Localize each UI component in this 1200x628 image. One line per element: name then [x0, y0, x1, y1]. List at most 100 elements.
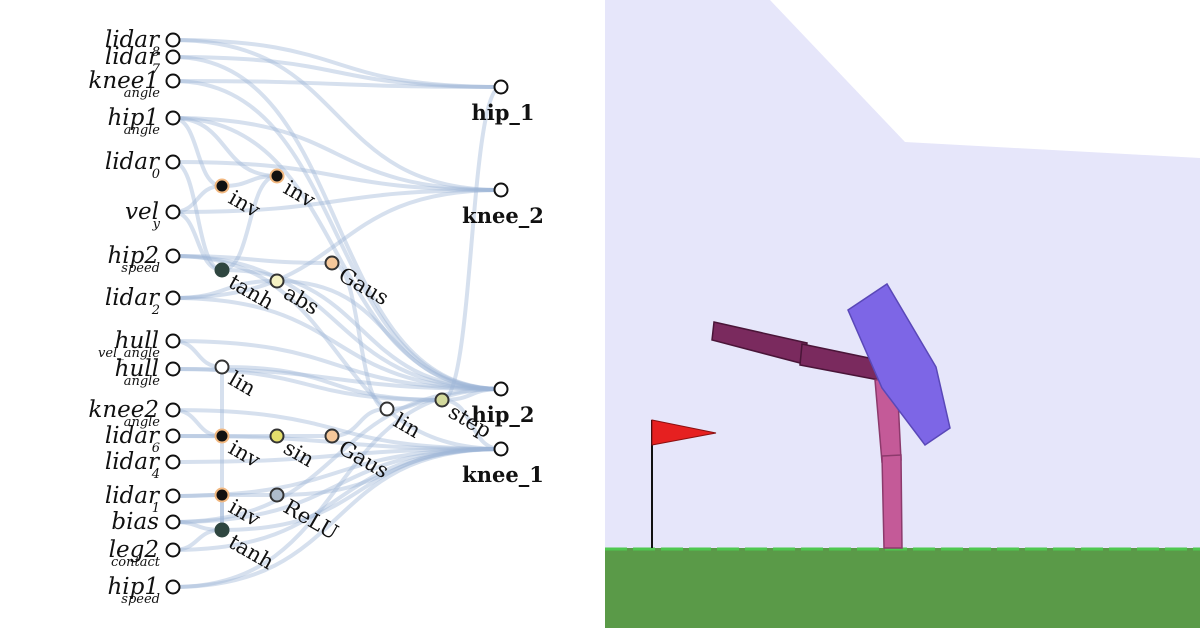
edge-hip2s-gaus1	[172, 254, 333, 265]
output-node-circle	[493, 381, 509, 397]
output-node-knee_1: knee_1	[462, 441, 544, 487]
input-node-label: lidar	[105, 44, 161, 70]
edge-gaus1-lin2	[331, 261, 388, 411]
input-node-subscript: y	[152, 217, 161, 232]
edge-lidar8-hip_1	[172, 38, 502, 89]
input-node-circle	[165, 49, 181, 65]
edge-step1-knee_1	[441, 398, 502, 451]
input-node-circle	[165, 542, 181, 558]
edge-hip1a-knee_2	[172, 116, 502, 192]
output-node-label: knee_2	[462, 203, 544, 228]
output-node-circle	[493, 79, 509, 95]
walker	[711, 282, 951, 549]
edge-knee1a-hip_2	[172, 79, 502, 391]
ground	[605, 548, 1200, 628]
output-node-circle	[493, 441, 509, 457]
input-node-subscript: 0	[152, 167, 160, 182]
input-node-circle	[165, 110, 181, 126]
edge-lidar0-knee_2	[172, 160, 502, 192]
output-node-label: knee_1	[462, 462, 544, 487]
edge-hip2s-hip_2	[172, 254, 502, 391]
input-node-subscript: speed	[121, 592, 160, 607]
input-node-circle	[165, 333, 181, 349]
hidden-node-circle	[434, 392, 450, 408]
input-node-label: hull	[115, 328, 159, 354]
edge-lin1-step1	[221, 365, 443, 402]
edge-lidar6-knee_1	[172, 434, 502, 451]
edge-step1-hip_2	[441, 387, 502, 402]
edge-hip1s-knee_1	[172, 447, 502, 589]
edge-lidar4-knee_1	[172, 447, 502, 464]
edge-lidar8-knee_2	[172, 38, 502, 192]
hidden-node-circle	[214, 262, 230, 278]
input-node-label: lidar	[105, 423, 161, 449]
input-node-label: knee2	[88, 397, 159, 423]
edge-knee2a-knee_1	[172, 408, 502, 451]
hidden-node-label: inv	[225, 495, 265, 532]
edge-tanh2-knee_1	[221, 447, 502, 532]
input-node-circle	[165, 402, 181, 418]
input-node-label: lidar	[105, 149, 161, 175]
input-node-subscript: 4	[151, 467, 160, 482]
input-node-label: hip1	[107, 105, 159, 131]
hidden-node-label: Gaus	[335, 436, 393, 484]
edge-inv2-tanh1	[221, 174, 278, 272]
input-node-subscript: 2	[151, 303, 160, 318]
input-node-circle	[165, 290, 181, 306]
input-node-subscript: vel_angle	[98, 346, 160, 361]
input-nodes: lidar8lidar7knee1anglehip1anglelidar0vel…	[88, 27, 181, 607]
edge-leg2c-knee_1	[172, 447, 502, 552]
edge-lidar2-abs1	[172, 279, 278, 300]
output-node-knee_2: knee_2	[462, 182, 544, 228]
edge-hip1a-inv2	[172, 116, 278, 178]
edge-lidar7-hip_1	[172, 55, 502, 89]
output-node-hip_2: hip_2	[471, 381, 535, 427]
hidden-node-circle	[269, 428, 285, 444]
hidden-node-circle	[214, 522, 230, 538]
input-node-circle	[165, 488, 181, 504]
input-node-circle	[165, 73, 181, 89]
input-node-label: lidar	[105, 449, 161, 475]
input-node-label: lidar	[105, 285, 161, 311]
input-node-bias: bias	[111, 509, 181, 535]
hidden-node-circle	[324, 255, 340, 271]
edge-lidar2-hip_2	[172, 296, 502, 391]
input-node-subscript: angle	[124, 374, 161, 389]
edge-gaus2-lin2	[331, 407, 388, 438]
input-node-label: hip2	[107, 243, 159, 269]
input-node-label: lidar	[105, 27, 161, 53]
hidden-node-circle	[269, 168, 285, 184]
edge-lidar1-knee_1	[172, 447, 502, 498]
output-nodes: hip_1 knee_2 hip_2 knee_1	[462, 79, 544, 487]
input-node-label: leg2	[109, 537, 159, 563]
hidden-node-circle	[214, 178, 230, 194]
hidden-node-gaus1: Gaus	[324, 255, 393, 310]
edge-vely-tanh1	[172, 210, 223, 272]
output-node-hip_1: hip_1	[471, 79, 535, 125]
input-node-circle	[165, 154, 181, 170]
edge-hulla-hip_2	[172, 367, 502, 391]
edge-step1-hip_1	[441, 85, 502, 402]
background-terrain	[605, 0, 1200, 158]
input-node-label: bias	[111, 509, 159, 535]
edge-abs1-hip_2	[276, 279, 502, 391]
output-node-label: hip_2	[471, 402, 534, 427]
edge-knee1a-hip_1	[172, 79, 502, 89]
output-node-label: hip_1	[471, 100, 534, 125]
edge-relu1-knee_1	[276, 447, 502, 497]
walker-front-lower-leg	[881, 454, 903, 549]
input-node-subscript: 1	[152, 501, 160, 516]
bipedal-walker-scene	[605, 0, 1200, 628]
input-node-subscript: angle	[124, 86, 161, 101]
input-node-label: knee1	[88, 68, 159, 94]
edge-lidar2-knee_2	[172, 188, 502, 300]
